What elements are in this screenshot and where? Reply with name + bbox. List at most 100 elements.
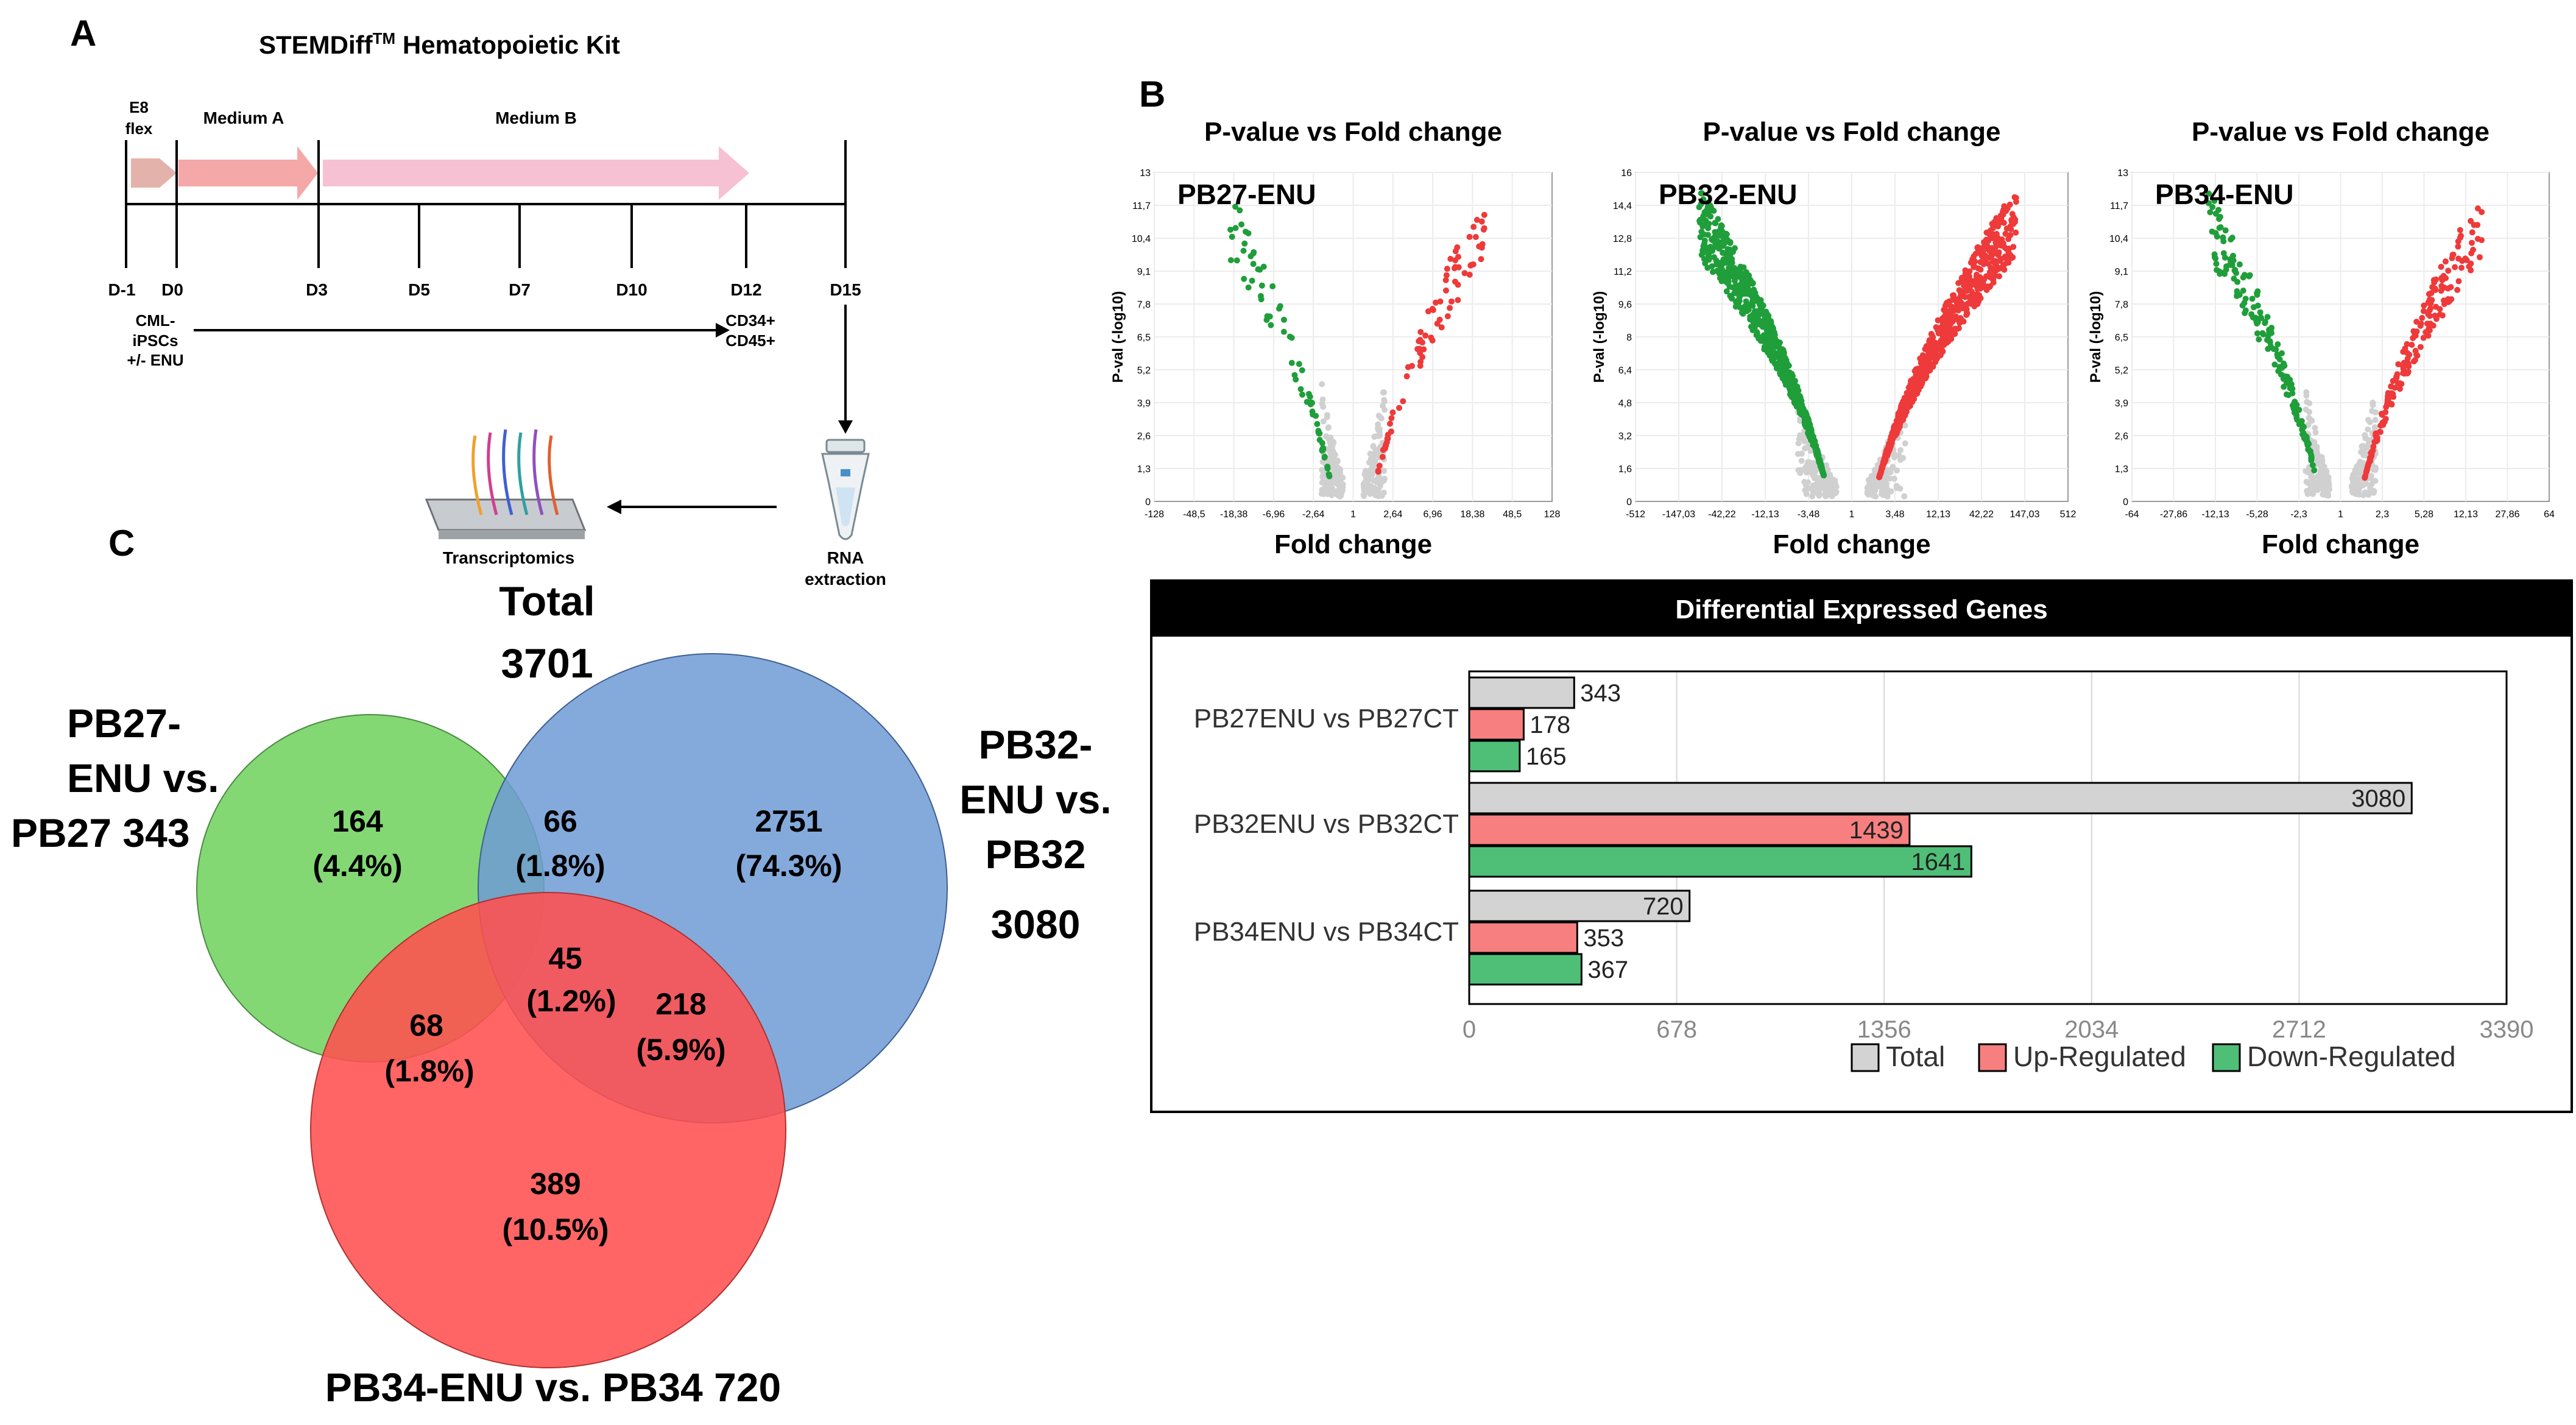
volcano-point-ns [1811, 475, 1818, 481]
volcano-point-down [1319, 447, 1325, 453]
volcano-point-down [1723, 230, 1729, 237]
volcano-x-label: Fold change [1773, 529, 1930, 559]
volcano-point-up [1417, 328, 1424, 335]
volcano-point-down [1297, 386, 1304, 392]
day-d15: D15 [830, 280, 861, 299]
volcano-point-down [2205, 200, 2212, 207]
volcano-point-down [2251, 304, 2257, 311]
volcano-point-up [2391, 384, 2398, 391]
volcano-point-down [1232, 203, 1239, 210]
volcano-point-ns [1798, 450, 1805, 457]
volcano-point-down [1763, 314, 1770, 320]
volcano-point-up [1941, 334, 1948, 341]
volcano-point-ns [2366, 484, 2373, 491]
volcano-point-down [1716, 232, 1723, 239]
volcano-point-ns [2348, 483, 2355, 489]
volcano-point-down [2206, 190, 2212, 197]
volcano-x-tick: -147,03 [1662, 509, 1695, 520]
volcano-y-tick: 1,3 [2115, 464, 2128, 475]
volcano-point-down [1280, 316, 1287, 323]
volcano-y-tick: 3,9 [1137, 398, 1151, 409]
volcano-point-ns [2303, 389, 2310, 395]
volcano-point-ns [2362, 489, 2368, 496]
volcano-point-up [1961, 278, 1968, 285]
volcano-point-ns [1319, 473, 1326, 480]
volcano-point-up [1388, 415, 1395, 422]
volcano-point-up [1375, 469, 1382, 475]
volcano-y-tick: 3,9 [2115, 398, 2128, 409]
phase-flex: flex [125, 119, 153, 138]
volcano-point-down [1738, 281, 1745, 288]
volcano-point-up [2458, 233, 2465, 239]
volcano-point-ns [1871, 490, 1877, 497]
volcano-point-down [1299, 367, 1305, 373]
volcano-point-down [1280, 328, 1287, 335]
day-d12: D12 [730, 280, 761, 299]
volcano-point-down [2278, 350, 2285, 356]
volcano-y-tick: 5,2 [2115, 366, 2128, 376]
volcano-point-up [1417, 336, 1424, 343]
volcano-point-up [2468, 250, 2475, 256]
volcano-point-ns [2322, 468, 2329, 475]
volcano-x-tick: 1 [2338, 509, 2343, 520]
volcano-point-ns [1888, 488, 1894, 495]
volcano-point-down [1707, 202, 1713, 209]
volcano-point-down [2209, 203, 2216, 210]
volcano-point-up [2455, 238, 2461, 245]
volcano-point-down [1701, 222, 1707, 228]
volcano-y-tick: 10,4 [1132, 234, 1151, 244]
volcano-point-down [2211, 197, 2218, 204]
volcano-x-tick: 12,13 [2454, 509, 2478, 520]
volcano-point-down [2271, 361, 2278, 368]
volcano-point-down [1734, 286, 1741, 293]
volcano-point-up [2474, 205, 2481, 212]
volcano-point-down [1698, 228, 1705, 235]
volcano-point-down [1731, 245, 1738, 252]
volcano-point-ns [1380, 389, 1386, 396]
volcano-x-tick: -128 [1145, 509, 1164, 520]
volcano-point-up [1946, 334, 1953, 341]
volcano-point-down [1250, 250, 1257, 256]
volcano-point-up [2457, 227, 2463, 233]
volcano-y-tick: 6,5 [2115, 333, 2128, 343]
volcano-point-down [1741, 291, 1748, 297]
volcano-point-up [2455, 255, 2462, 262]
volcano-point-down [1293, 376, 1299, 383]
volcano-point-up [1452, 278, 1458, 285]
volcano-point-ns [1865, 476, 1872, 483]
volcano-point-down [1233, 257, 1240, 264]
volcano-point-ns [2325, 479, 2332, 486]
volcano-point-down [2258, 314, 2265, 321]
volcano-point-up [1481, 225, 1487, 232]
volcano-point-ns [1320, 418, 1327, 425]
venn-total-value: 3701 [501, 640, 593, 687]
volcano-point-ns [1795, 467, 1802, 473]
volcano-point-ns [1883, 485, 1890, 492]
volcano-point-up [1980, 280, 1986, 286]
volcano-point-ns [1329, 444, 1335, 451]
volcano-point-up [1466, 233, 1473, 240]
volcano-point-up [2401, 370, 2408, 377]
volcano-point-ns [1832, 490, 1838, 497]
volcano-point-up [1970, 278, 1977, 285]
bar-total [1468, 889, 1691, 922]
volcano-point-ns [1375, 493, 1382, 500]
volcano-point-down [1276, 305, 1282, 312]
volcano-point-up [1425, 308, 1431, 315]
volcano-point-ns [2325, 492, 2332, 499]
volcano-point-up [2376, 428, 2383, 435]
volcano-point-down [2228, 236, 2234, 243]
region-pb32-pb34-count: 218 [655, 987, 706, 1021]
volcano-point-up [1963, 309, 1970, 316]
region-pb32-only-count: 2751 [755, 804, 822, 838]
volcano-point-ns [1797, 432, 1804, 439]
volcano-y-tick: 6,4 [1618, 366, 1632, 376]
volcano-point-up [1938, 342, 1944, 348]
region-all-three-pct: (1.2%) [526, 984, 616, 1018]
volcano-point-down [1319, 440, 1325, 447]
volcano-point-down [1770, 348, 1777, 355]
volcano-point-down [1321, 453, 1328, 460]
volcano-point-down [1268, 322, 1274, 328]
set-label-pb32-3: PB32 [985, 832, 1085, 877]
volcano-point-up [2479, 237, 2485, 244]
